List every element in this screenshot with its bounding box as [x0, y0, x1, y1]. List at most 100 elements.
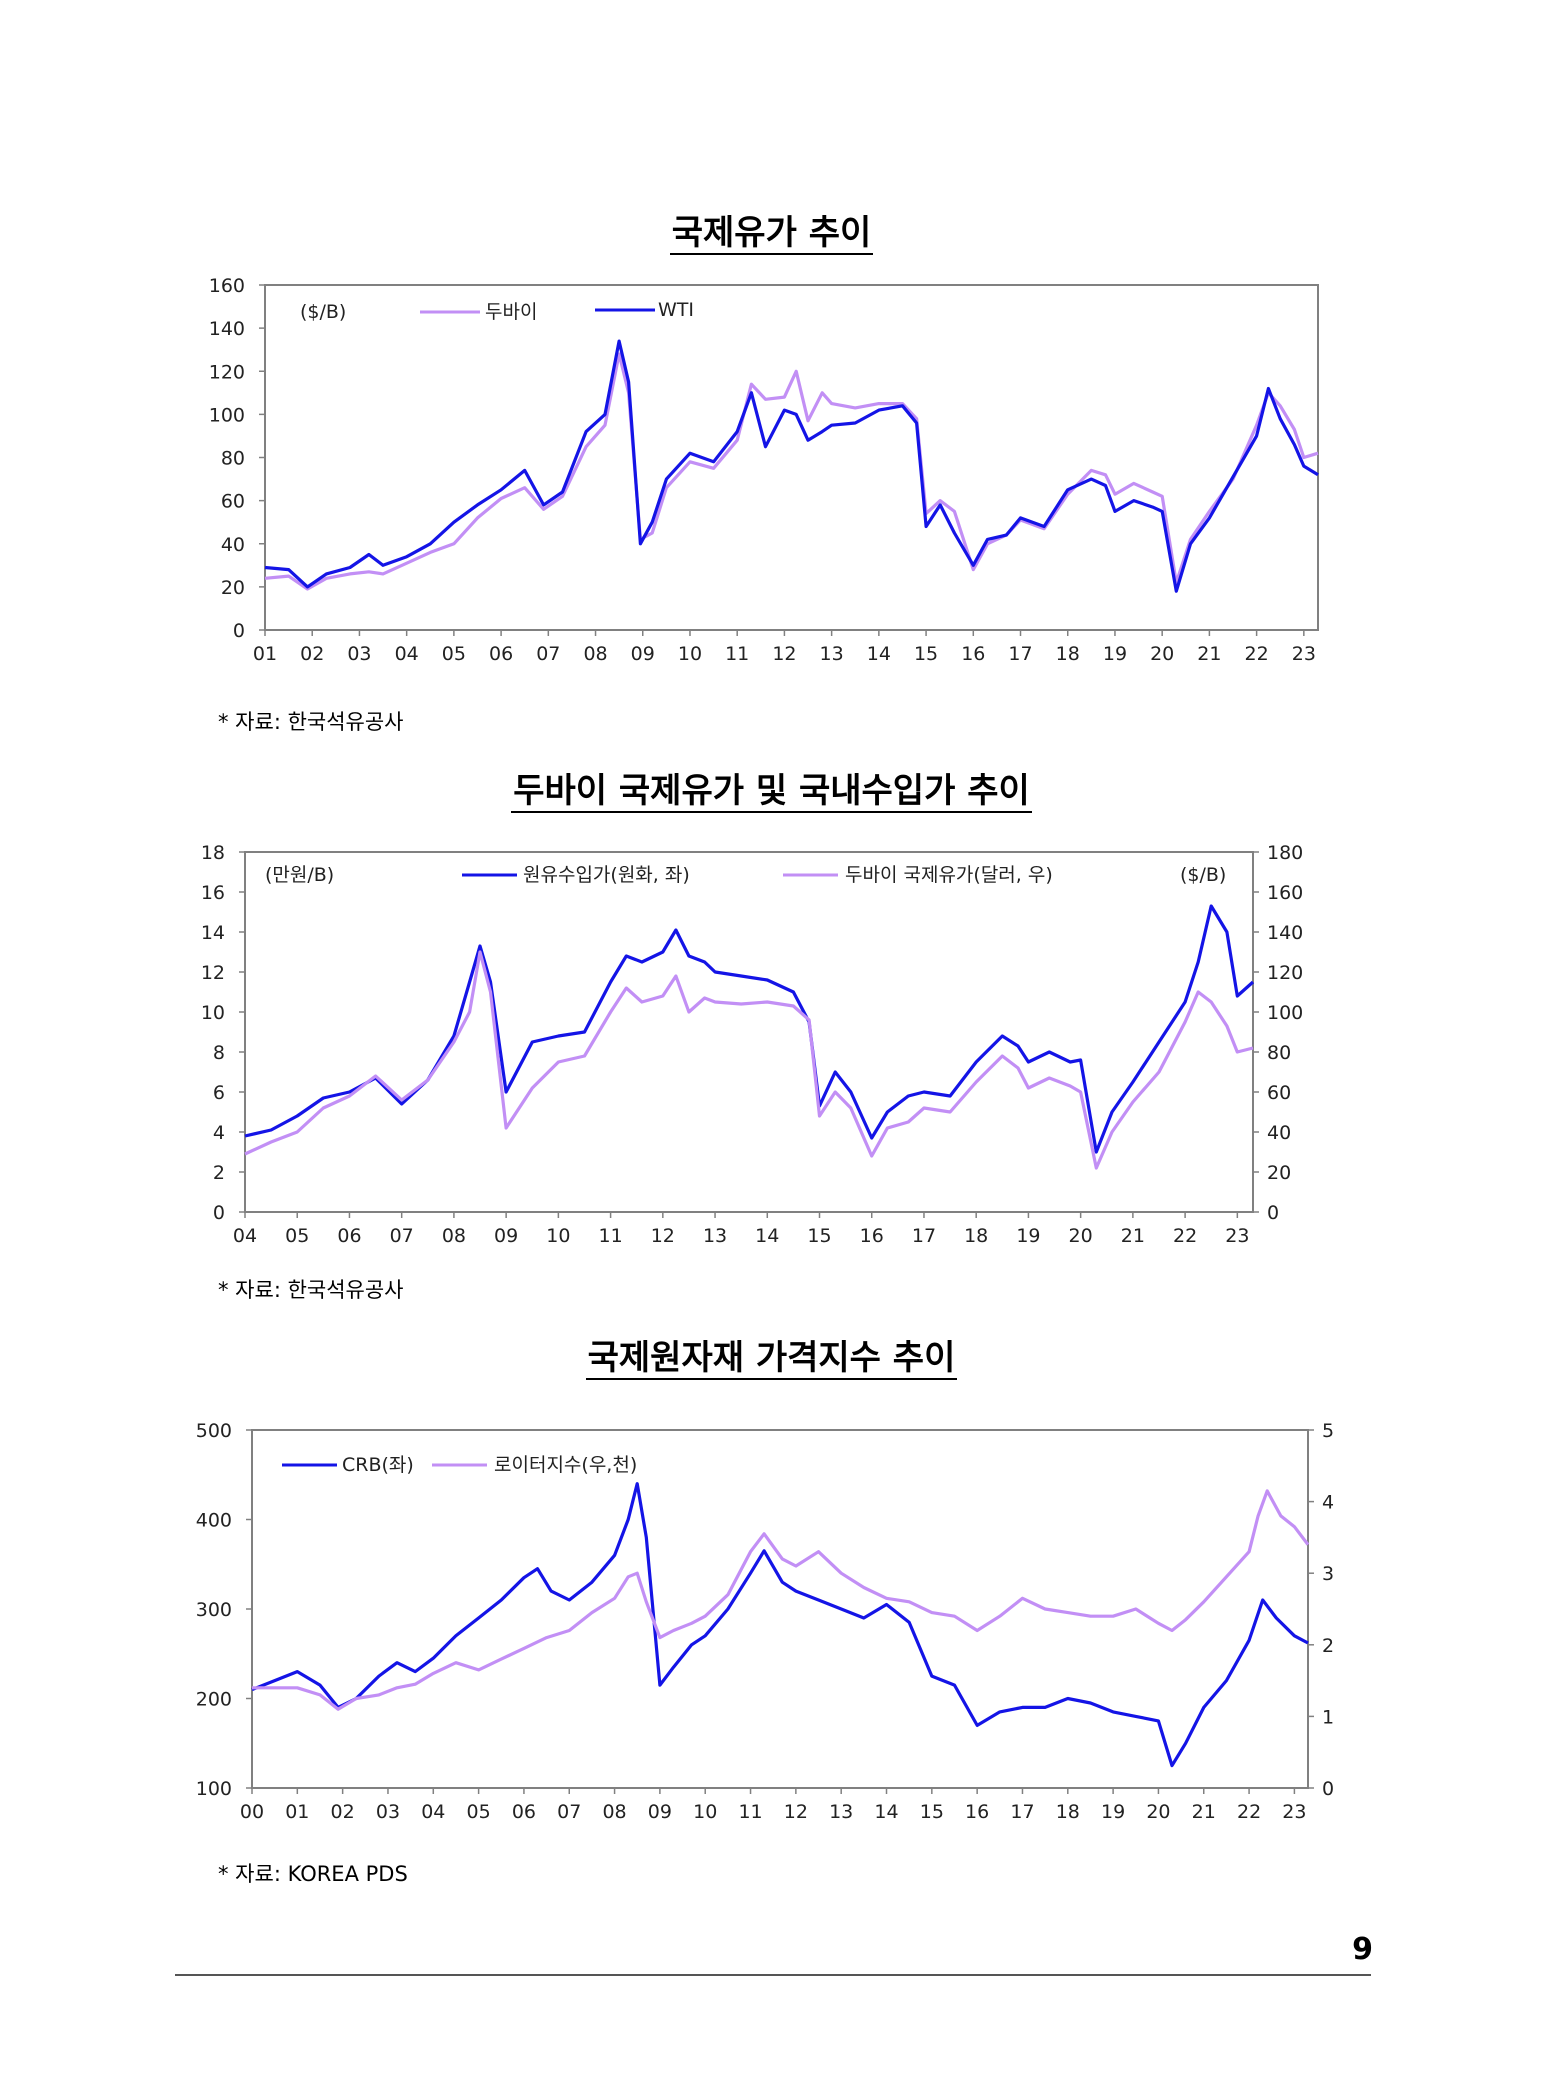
chart2-series-2-line	[244, 950, 1254, 1170]
chart2-xtick-label: 07	[390, 1225, 414, 1247]
chart3-xtick-label: 15	[920, 1801, 944, 1823]
chart2-ytick-right-label: 100	[1267, 1002, 1303, 1024]
chart1-xtick-label: 07	[536, 643, 560, 665]
chart1-ytick-label: 20	[221, 577, 245, 599]
chart3-ytick-right-label: 5	[1322, 1420, 1334, 1442]
chart1-xtick-label: 19	[1103, 643, 1127, 665]
chart3-xtick-label: 05	[467, 1801, 491, 1823]
chart2-ytick-right-label: 80	[1267, 1042, 1291, 1064]
chart2-source: * 자료: 한국석유공사	[218, 1278, 404, 1302]
chart2-xtick-label: 20	[1069, 1225, 1093, 1247]
chart2-ytick-right-label: 20	[1267, 1162, 1291, 1184]
chart1-legend-label: WTI	[658, 299, 694, 321]
chart1-xtick-label: 18	[1056, 643, 1080, 665]
chart1-ytick-label: 40	[221, 534, 245, 556]
chart2-xtick-label: 08	[442, 1225, 466, 1247]
chart3-xtick-label: 03	[376, 1801, 400, 1823]
chart2-xtick-label: 05	[285, 1225, 309, 1247]
chart2-plot: 0246810121416180204060801001201401601800…	[201, 842, 1303, 1247]
chart1-xtick-label: 15	[914, 643, 938, 665]
chart3-ytick-right-label: 1	[1322, 1706, 1334, 1728]
chart2-ytick-right-label: 0	[1267, 1202, 1279, 1224]
chart1-ytick-label: 80	[221, 448, 245, 470]
chart2-ytick-label: 2	[213, 1162, 225, 1184]
chart1-title: 국제유가 추이	[669, 213, 874, 255]
chart3-legend-label: CRB(좌)	[342, 1454, 414, 1476]
chart3-xtick-label: 23	[1282, 1801, 1306, 1823]
chart3-xtick-label: 16	[965, 1801, 989, 1823]
chart1-legend-label: 두바이	[485, 301, 537, 323]
chart1-xtick-label: 05	[442, 643, 466, 665]
chart3-frame	[251, 1429, 1309, 1789]
chart3-xtick-label: 07	[557, 1801, 581, 1823]
chart2-xtick-label: 04	[233, 1225, 257, 1247]
chart1-ytick-label: 60	[221, 491, 245, 513]
chart1-xtick-label: 14	[867, 643, 891, 665]
chart3-xtick-label: 13	[829, 1801, 853, 1823]
chart2-ytick-right-label: 60	[1267, 1082, 1291, 1104]
chart3-legend-label: 로이터지수(우,천)	[494, 1454, 637, 1476]
chart1-xtick-label: 04	[395, 643, 419, 665]
chart1-xtick-label: 16	[961, 643, 985, 665]
chart1-xtick-label: 08	[583, 643, 607, 665]
chart2-xtick-label: 18	[964, 1225, 988, 1247]
chart1-xtick-label: 23	[1292, 643, 1316, 665]
chart3-xtick-label: 21	[1192, 1801, 1216, 1823]
chart1-xtick-label: 22	[1245, 643, 1269, 665]
chart3-xtick-label: 20	[1146, 1801, 1170, 1823]
chart2-xtick-label: 16	[860, 1225, 884, 1247]
chart1-plot: 0 20 40 60 80 100 120 140 160 01 02 03 04 05 06 07 08 09 1…	[209, 275, 1319, 665]
chart1-xtick-label: 09	[631, 643, 655, 665]
chart1-ytick-label: 0	[233, 620, 245, 642]
chart1-xtick-label: 01	[253, 643, 277, 665]
chart3-xtick-label: 22	[1237, 1801, 1261, 1823]
chart3-xtick-label: 17	[1010, 1801, 1034, 1823]
chart2-ytick-label: 0	[213, 1202, 225, 1224]
chart2-xtick-label: 15	[807, 1225, 831, 1247]
chart1-xtick-label: 17	[1008, 643, 1032, 665]
chart3-xtick-label: 14	[874, 1801, 898, 1823]
chart2-xtick-label: 09	[494, 1225, 518, 1247]
chart2-xtick-label: 19	[1016, 1225, 1040, 1247]
chart3-ytick-label: 100	[196, 1778, 232, 1800]
chart1-ytick-label: 100	[209, 404, 245, 426]
chart2-xtick-label: 23	[1225, 1225, 1249, 1247]
chart3-series-2-line	[252, 1489, 1310, 1711]
chart3-xtick-label: 02	[331, 1801, 355, 1823]
chart3-ytick-right-label: 3	[1322, 1563, 1334, 1585]
chart2-ytick-label: 18	[201, 842, 225, 864]
chart3-source: * 자료: KOREA PDS	[218, 1862, 408, 1886]
chart3-ytick-label: 400	[196, 1510, 232, 1532]
chart2-ytick-right-label: 180	[1267, 842, 1303, 864]
footer-rule	[175, 1974, 1371, 1976]
chart3-ytick-right-label: 2	[1322, 1635, 1334, 1657]
chart2-unit-left: (만원/B)	[265, 864, 334, 886]
chart2-ytick-right-label: 40	[1267, 1122, 1291, 1144]
chart2-ytick-right-label: 140	[1267, 922, 1303, 944]
chart2-ytick-label: 4	[213, 1122, 225, 1144]
chart3-title: 국제원자재 가격지수 추이	[585, 1338, 958, 1380]
chart3-xtick-label: 19	[1101, 1801, 1125, 1823]
chart1-unit-label: ($/B)	[300, 301, 346, 323]
chart2-legend-label: 두바이 국제유가(달러, 우)	[845, 864, 1053, 886]
chart2-ytick-label: 6	[213, 1082, 225, 1104]
chart2-ytick-label: 12	[201, 962, 225, 984]
chart3-xtick-label: 12	[784, 1801, 808, 1823]
chart1-series-2-line	[264, 339, 1319, 593]
chart2-unit-right: ($/B)	[1180, 864, 1226, 886]
chart3-ytick-right-label: 0	[1322, 1778, 1334, 1800]
chart2-title: 두바이 국제유가 및 국내수입가 추이	[511, 771, 1032, 813]
chart1-xtick-label: 11	[725, 643, 749, 665]
chart2-ytick-label: 16	[201, 882, 225, 904]
chart1-xtick-label: 21	[1197, 643, 1221, 665]
chart3-ytick-label: 200	[196, 1689, 232, 1711]
chart1-source: * 자료: 한국석유공사	[218, 710, 404, 734]
chart1-frame	[264, 284, 1319, 631]
chart3-ytick-right-label: 4	[1322, 1492, 1334, 1514]
chart2-legend-label: 원유수입가(원화, 좌)	[523, 864, 690, 886]
chart2-xtick-label: 14	[755, 1225, 779, 1247]
chart1-xtick-label: 02	[300, 643, 324, 665]
chart1-xtick-label: 13	[820, 643, 844, 665]
chart1-xtick-label: 20	[1150, 643, 1174, 665]
chart2-ytick-right-label: 120	[1267, 962, 1303, 984]
